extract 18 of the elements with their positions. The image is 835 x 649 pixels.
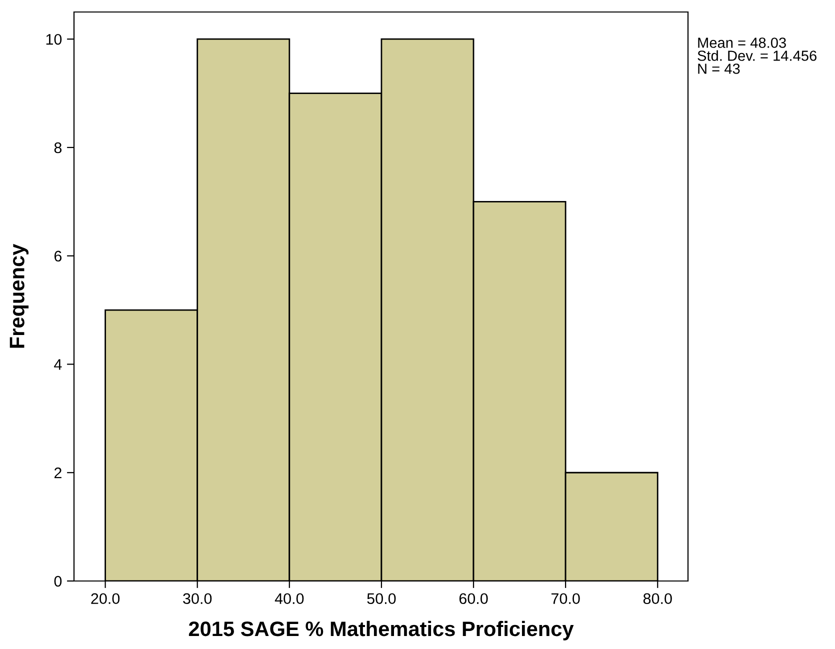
text: Mean = 48.03 xyxy=(698,38,786,48)
y-axis-title: Frequency xyxy=(10,244,29,348)
x-tick-label: 60.0 xyxy=(459,593,488,604)
x-tick-label: 70.0 xyxy=(551,593,580,604)
text: N = 43 xyxy=(698,64,740,74)
y-tick-label: 6 xyxy=(54,250,62,262)
x-tick-label: 80.0 xyxy=(643,593,672,604)
y-tick-label: 10 xyxy=(46,34,62,45)
x-tick-label: 50.0 xyxy=(367,593,396,604)
text: Std. Dev. = 14.456 xyxy=(698,50,816,61)
y-tick-label: 8 xyxy=(54,142,62,154)
x-tick-label: 30.0 xyxy=(183,593,212,604)
y-tick-label: 0 xyxy=(54,576,62,587)
y-tick-label: 2 xyxy=(54,467,62,478)
x-tick-label: 20.0 xyxy=(91,593,120,604)
x-axis-title: 2015 SAGE % Mathematics Proficiency xyxy=(188,620,574,640)
x-tick-label: 40.0 xyxy=(274,593,304,604)
y-tick-label: 4 xyxy=(54,359,62,370)
